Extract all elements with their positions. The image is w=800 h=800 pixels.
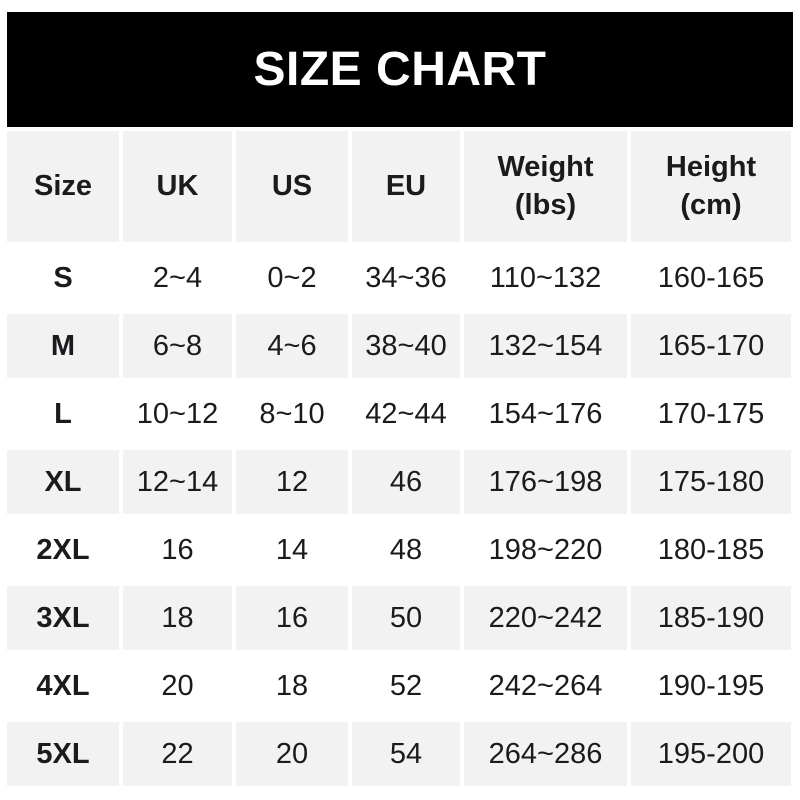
column-header-label: US <box>271 169 313 202</box>
column-header-us: US <box>236 131 348 242</box>
cell-weight: 154~176 <box>464 382 627 446</box>
cell-us: 16 <box>236 586 348 650</box>
size-chart-table: Size UK US EU Weight (lbs) <box>3 127 795 790</box>
cell-height: 195-200 <box>631 722 791 786</box>
column-header-label: Size <box>33 169 93 202</box>
cell-size: 2XL <box>7 518 119 582</box>
cell-size: 5XL <box>7 722 119 786</box>
cell-uk: 10~12 <box>123 382 232 446</box>
cell-eu: 54 <box>352 722 460 786</box>
cell-eu: 52 <box>352 654 460 718</box>
cell-weight: 176~198 <box>464 450 627 514</box>
cell-uk: 6~8 <box>123 314 232 378</box>
column-header-label: Height <box>665 150 757 183</box>
title-banner: SIZE CHART <box>7 12 793 127</box>
cell-weight: 132~154 <box>464 314 627 378</box>
cell-weight: 198~220 <box>464 518 627 582</box>
cell-height: 180-185 <box>631 518 791 582</box>
table-row: 2XL 16 14 48 198~220 180-185 <box>7 518 791 582</box>
cell-size: 4XL <box>7 654 119 718</box>
column-header-label: EU <box>385 169 427 202</box>
cell-height: 175-180 <box>631 450 791 514</box>
cell-eu: 48 <box>352 518 460 582</box>
column-header-label: Weight <box>497 150 594 183</box>
cell-us: 12 <box>236 450 348 514</box>
cell-height: 190-195 <box>631 654 791 718</box>
column-header-sublabel: (cm) <box>680 188 742 221</box>
cell-us: 0~2 <box>236 246 348 310</box>
cell-uk: 2~4 <box>123 246 232 310</box>
cell-uk: 20 <box>123 654 232 718</box>
column-header-uk: UK <box>123 131 232 242</box>
cell-uk: 18 <box>123 586 232 650</box>
cell-height: 170-175 <box>631 382 791 446</box>
table-row: L 10~12 8~10 42~44 154~176 170-175 <box>7 382 791 446</box>
cell-us: 20 <box>236 722 348 786</box>
page-title: SIZE CHART <box>253 43 547 96</box>
table-row: S 2~4 0~2 34~36 110~132 160-165 <box>7 246 791 310</box>
table-row: 4XL 20 18 52 242~264 190-195 <box>7 654 791 718</box>
table-row: 5XL 22 20 54 264~286 195-200 <box>7 722 791 786</box>
cell-us: 14 <box>236 518 348 582</box>
cell-weight: 264~286 <box>464 722 627 786</box>
column-header-label: UK <box>156 169 199 202</box>
column-header-eu: EU <box>352 131 460 242</box>
cell-uk: 16 <box>123 518 232 582</box>
cell-uk: 22 <box>123 722 232 786</box>
cell-eu: 34~36 <box>352 246 460 310</box>
header-row: Size UK US EU Weight (lbs) <box>7 131 791 242</box>
cell-size: XL <box>7 450 119 514</box>
cell-weight: 110~132 <box>464 246 627 310</box>
cell-eu: 42~44 <box>352 382 460 446</box>
column-header-weight: Weight (lbs) <box>464 131 627 242</box>
cell-size: M <box>7 314 119 378</box>
cell-eu: 50 <box>352 586 460 650</box>
cell-us: 4~6 <box>236 314 348 378</box>
table-row: XL 12~14 12 46 176~198 175-180 <box>7 450 791 514</box>
cell-size: S <box>7 246 119 310</box>
cell-size: L <box>7 382 119 446</box>
cell-height: 165-170 <box>631 314 791 378</box>
column-header-sublabel: (lbs) <box>514 188 577 221</box>
column-header-height: Height (cm) <box>631 131 791 242</box>
cell-weight: 242~264 <box>464 654 627 718</box>
cell-us: 8~10 <box>236 382 348 446</box>
cell-us: 18 <box>236 654 348 718</box>
cell-height: 160-165 <box>631 246 791 310</box>
table-row: 3XL 18 16 50 220~242 185-190 <box>7 586 791 650</box>
cell-weight: 220~242 <box>464 586 627 650</box>
cell-height: 185-190 <box>631 586 791 650</box>
cell-uk: 12~14 <box>123 450 232 514</box>
table-row: M 6~8 4~6 38~40 132~154 165-170 <box>7 314 791 378</box>
cell-eu: 46 <box>352 450 460 514</box>
column-header-size: Size <box>7 131 119 242</box>
cell-eu: 38~40 <box>352 314 460 378</box>
cell-size: 3XL <box>7 586 119 650</box>
